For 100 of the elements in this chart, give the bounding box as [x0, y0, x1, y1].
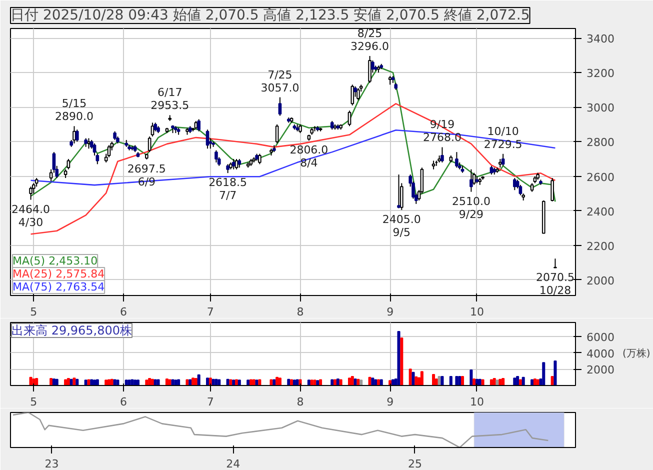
bar [316, 380, 320, 386]
bar [334, 379, 337, 386]
bar [66, 378, 70, 386]
bar [516, 376, 520, 386]
candlestick [258, 153, 262, 165]
bar [530, 379, 534, 386]
bar [214, 378, 218, 386]
x-tick-label: 7 [206, 306, 214, 318]
x-tick-label: 6 [120, 396, 127, 408]
candlestick [356, 88, 360, 101]
y-tick-label: 2800 [586, 136, 614, 150]
y-tick-label: 3200 [586, 67, 614, 80]
bar [371, 378, 374, 386]
candlestick [72, 126, 76, 144]
bar [380, 379, 383, 386]
bar [313, 380, 316, 386]
bar [518, 379, 522, 386]
bar [533, 378, 536, 386]
bar [197, 374, 200, 386]
y-tick-label: 2600 [586, 170, 614, 184]
bar [218, 379, 221, 386]
y-tick-label: 2200 [586, 240, 614, 253]
bar [177, 379, 180, 386]
bar [554, 360, 557, 386]
annotation: 8/25 3296.0 [350, 26, 390, 53]
candlestick [501, 153, 505, 166]
bar [414, 376, 418, 386]
y-tick-label: 6000 [586, 330, 614, 344]
bar [356, 378, 360, 386]
candlestick [148, 136, 152, 153]
candlestick [554, 258, 557, 268]
bar [188, 379, 192, 386]
annotation: 2510.0 9/29 [452, 194, 490, 221]
candlestick [214, 150, 218, 163]
x-tick-label: 5 [30, 396, 38, 408]
bar [360, 380, 363, 386]
bar [171, 379, 174, 386]
candlestick [275, 124, 279, 144]
bar [440, 376, 444, 386]
bar [238, 380, 241, 386]
bar [391, 379, 394, 386]
candlestick [75, 129, 79, 142]
bar [252, 379, 256, 386]
bar [208, 378, 212, 386]
candlestick [440, 146, 444, 163]
bar [481, 379, 484, 386]
annotation: 2464.0 4/30 [12, 202, 50, 229]
bar [76, 378, 79, 386]
bar [498, 378, 502, 386]
bar [397, 331, 400, 386]
y-tick-label: 3400 [586, 32, 614, 46]
bar [165, 378, 168, 386]
x-tick-label: 25 [408, 458, 422, 470]
bar [232, 380, 236, 386]
bar [290, 379, 294, 386]
bar [470, 369, 473, 386]
bar [110, 378, 114, 386]
y-tick-label: 2400 [586, 205, 614, 218]
candlestick [512, 177, 516, 191]
candlestick [455, 152, 458, 168]
bar [206, 378, 210, 386]
bar [298, 379, 302, 386]
text: MA(75) 2,763.54 [12, 280, 105, 294]
bar [116, 380, 120, 386]
bar [400, 338, 404, 386]
x-tick-label: 8 [296, 396, 304, 408]
bar [35, 378, 38, 386]
bar [246, 380, 250, 386]
bar [292, 380, 296, 386]
bar [307, 380, 310, 386]
bar [420, 371, 424, 386]
bar [472, 378, 476, 386]
bar [502, 378, 505, 386]
bar [50, 378, 53, 386]
bar [234, 379, 238, 386]
bar [156, 379, 160, 386]
bar [522, 376, 525, 386]
chart-title: 出来高 29,965,800株 [12, 324, 132, 338]
x-tick-label: 8 [296, 306, 304, 318]
bar [130, 379, 134, 386]
bar [460, 376, 464, 386]
bar [478, 378, 482, 386]
x-tick-label: 9 [386, 306, 394, 318]
bar [249, 379, 252, 386]
bar [150, 378, 154, 386]
bar [124, 380, 128, 386]
bar [449, 376, 452, 386]
bar [104, 380, 108, 386]
bar [434, 378, 438, 386]
candlestick [29, 186, 32, 200]
bar [374, 379, 378, 386]
candlestick [470, 168, 473, 192]
y-tick-label: 2000 [586, 364, 614, 377]
bar [287, 378, 290, 386]
bar [350, 376, 354, 386]
candlestick [348, 110, 352, 127]
x-tick-label: 5 [30, 306, 38, 318]
y-axis-title: (万株) [622, 348, 650, 360]
y-tick-label: 2000 [586, 274, 614, 288]
candlestick [350, 84, 354, 106]
